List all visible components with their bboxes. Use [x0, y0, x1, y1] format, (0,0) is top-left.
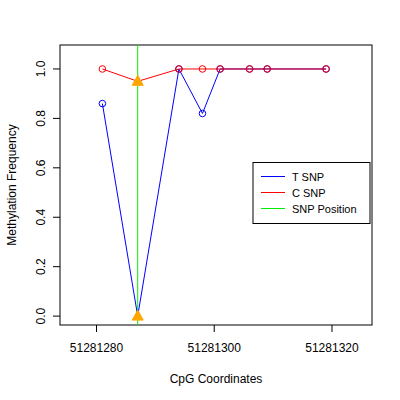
point-marker — [246, 66, 253, 73]
point-marker — [217, 66, 224, 73]
chart-container: 51281280 51281300 51281320 0.0 0.2 0.4 0.6 0.8 1… — [0, 0, 400, 400]
point-marker — [264, 66, 271, 73]
x-axis-title: CpG Coordinates — [170, 372, 263, 386]
point-marker — [264, 66, 271, 73]
x-tick — [214, 325, 215, 332]
x-tick-label: 51281300 — [188, 341, 242, 355]
series-line — [102, 69, 326, 316]
point-marker — [199, 66, 206, 73]
x-tick-label: 51281320 — [305, 341, 359, 355]
snp-line — [137, 45, 138, 325]
legend-swatch — [261, 192, 285, 193]
point-marker — [323, 66, 330, 73]
y-tick — [53, 217, 60, 218]
y-tick-label: 0.2 — [34, 258, 48, 275]
x-tick — [96, 325, 97, 332]
y-tick — [53, 118, 60, 119]
y-tick-label: 0.8 — [34, 110, 48, 127]
snp-marker — [132, 310, 143, 320]
legend-swatch — [261, 208, 285, 209]
y-tick — [53, 167, 60, 168]
y-tick — [53, 68, 60, 69]
snp-marker — [132, 75, 143, 85]
chart-svg: 51281280 51281300 51281320 0.0 0.2 0.4 0.6 0.8 1… — [0, 0, 400, 400]
y-axis-title: Methylation Frequency — [5, 124, 19, 245]
point-marker — [217, 66, 224, 73]
legend-swatch — [261, 176, 285, 177]
y-tick-label: 0.4 — [34, 209, 48, 226]
point-marker — [199, 110, 206, 117]
plot-frame — [60, 45, 372, 325]
y-tick — [53, 316, 60, 317]
y-tick-label: 0.6 — [34, 159, 48, 176]
point-marker — [99, 100, 106, 107]
y-tick-label: 1.0 — [34, 60, 48, 77]
point-marker — [176, 66, 183, 73]
legend: T SNP C SNP SNP Position — [253, 163, 370, 224]
legend-label: T SNP — [292, 171, 324, 183]
legend-label: C SNP — [292, 187, 326, 199]
x-tick-label: 51281280 — [70, 341, 124, 355]
point-marker — [323, 66, 330, 73]
y-tick-label: 0.0 — [34, 307, 48, 324]
point-marker — [176, 66, 183, 73]
background — [0, 0, 400, 400]
y-tick — [53, 266, 60, 267]
point-marker — [246, 66, 253, 73]
legend-box — [253, 163, 370, 224]
point-marker — [99, 66, 106, 73]
x-tick — [331, 325, 332, 332]
legend-label: SNP Position — [292, 203, 357, 215]
